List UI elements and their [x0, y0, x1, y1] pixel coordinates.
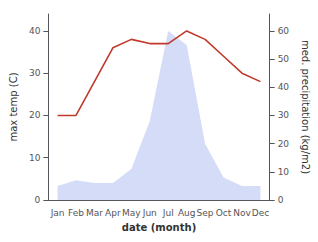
svg-text:max temp (C): max temp (C): [8, 72, 19, 141]
svg-text:Jan: Jan: [50, 208, 65, 218]
svg-text:Jun: Jun: [142, 208, 157, 218]
svg-text:50: 50: [278, 54, 290, 64]
svg-text:date (month): date (month): [122, 222, 196, 233]
svg-text:20: 20: [278, 139, 290, 149]
svg-text:med. precipitation (kg/m2): med. precipitation (kg/m2): [300, 40, 311, 174]
svg-text:10: 10: [278, 167, 290, 177]
svg-text:30: 30: [278, 110, 290, 120]
svg-text:0: 0: [278, 195, 284, 205]
svg-text:Dec: Dec: [252, 208, 269, 218]
svg-text:May: May: [122, 208, 141, 218]
svg-text:Jul: Jul: [162, 208, 174, 218]
svg-text:Oct: Oct: [216, 208, 232, 218]
svg-text:40: 40: [29, 26, 41, 36]
svg-text:Nov: Nov: [233, 208, 251, 218]
svg-text:Mar: Mar: [86, 208, 103, 218]
svg-text:10: 10: [29, 153, 41, 163]
svg-text:Apr: Apr: [105, 208, 121, 218]
svg-text:40: 40: [278, 82, 290, 92]
svg-text:20: 20: [29, 110, 41, 120]
svg-text:Sep: Sep: [197, 208, 214, 218]
svg-text:0: 0: [35, 195, 41, 205]
svg-text:Aug: Aug: [178, 208, 196, 218]
svg-text:30: 30: [29, 68, 41, 78]
svg-text:60: 60: [278, 26, 290, 36]
svg-text:Feb: Feb: [68, 208, 84, 218]
